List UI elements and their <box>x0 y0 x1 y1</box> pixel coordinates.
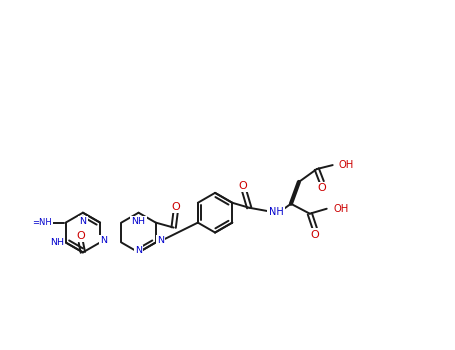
Text: NH: NH <box>131 217 146 226</box>
Text: N: N <box>135 246 142 255</box>
Text: O: O <box>76 231 85 240</box>
Text: O: O <box>310 230 319 239</box>
Text: NH: NH <box>268 207 283 217</box>
Text: N: N <box>79 217 86 226</box>
Text: OH: OH <box>339 160 354 170</box>
Text: NH: NH <box>50 238 64 247</box>
Text: =NH: =NH <box>32 218 52 227</box>
Text: OH: OH <box>333 204 348 214</box>
Text: O: O <box>171 202 180 212</box>
Text: N: N <box>157 236 164 245</box>
Text: O: O <box>239 181 248 191</box>
Text: N: N <box>101 236 107 245</box>
Text: O: O <box>318 183 326 193</box>
